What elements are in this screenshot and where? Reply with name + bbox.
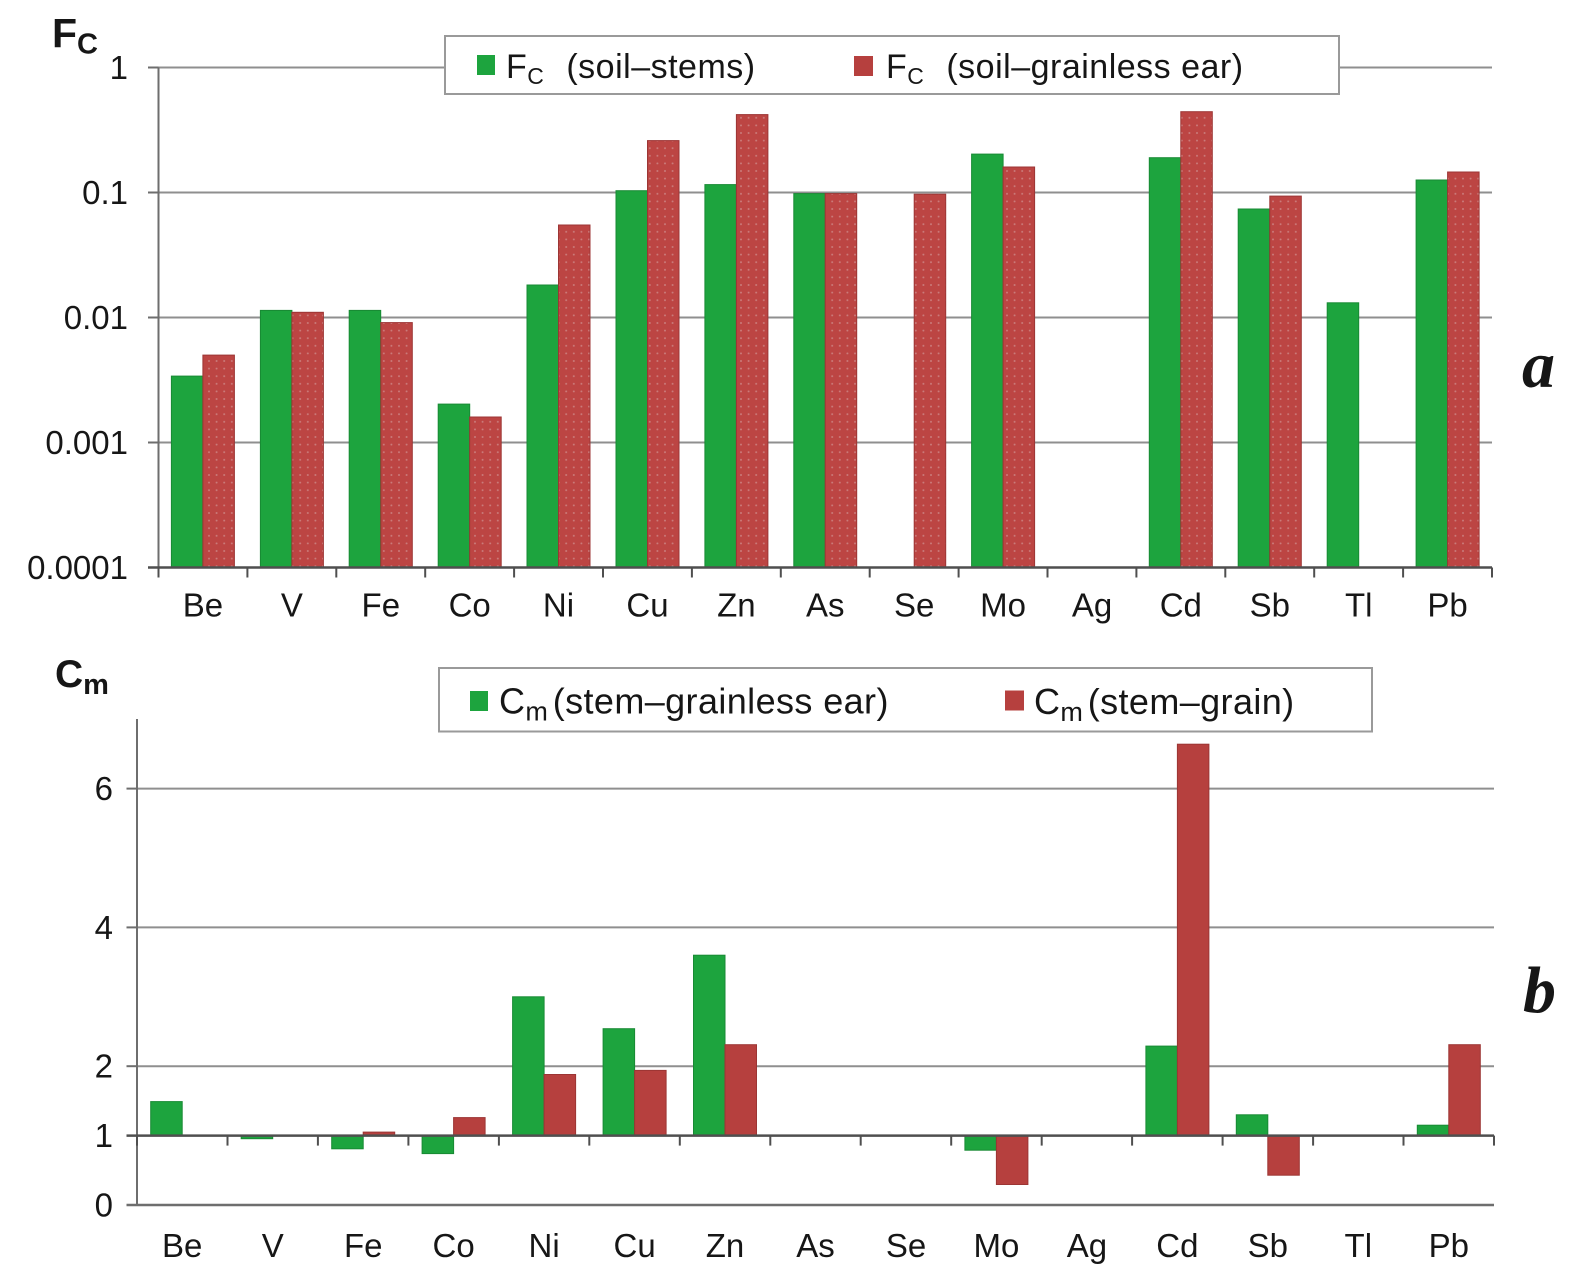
svg-text:6: 6 — [95, 770, 113, 807]
svg-text:Ag: Ag — [1067, 1227, 1107, 1264]
svg-text:Cu: Cu — [626, 587, 668, 624]
svg-text:Co: Co — [449, 587, 491, 624]
svg-text:Se: Se — [886, 1227, 926, 1264]
svg-text:Ag: Ag — [1072, 587, 1112, 624]
svg-text:Fe: Fe — [362, 587, 401, 624]
svg-text:Cd: Cd — [1156, 1227, 1198, 1264]
svg-text:As: As — [806, 587, 845, 624]
svg-text:V: V — [262, 1227, 284, 1264]
svg-text:Cm: Cm — [55, 653, 109, 701]
svg-text:Se: Se — [894, 587, 934, 624]
svg-text:Cu: Cu — [614, 1227, 656, 1264]
svg-text:Cm (stem–grain): Cm (stem–grain) — [1034, 681, 1295, 727]
svg-text:1: 1 — [95, 1117, 113, 1154]
svg-text:Pb: Pb — [1429, 1227, 1469, 1264]
svg-text:Co: Co — [433, 1227, 475, 1264]
svg-text:4: 4 — [95, 909, 113, 946]
svg-text:Sb: Sb — [1250, 587, 1290, 624]
svg-text:Be: Be — [183, 587, 223, 624]
svg-text:Cm (stem–grainless ear): Cm (stem–grainless ear) — [499, 681, 889, 727]
svg-text:0.1: 0.1 — [82, 174, 128, 211]
svg-text:0.001: 0.001 — [45, 424, 128, 461]
svg-text:1: 1 — [110, 49, 128, 86]
svg-text:Fe: Fe — [344, 1227, 383, 1264]
svg-text:Ni: Ni — [543, 587, 574, 624]
svg-text:As: As — [796, 1227, 835, 1264]
svg-text:Tl: Tl — [1345, 1227, 1373, 1264]
svg-text:2: 2 — [95, 1048, 113, 1085]
svg-text:Zn: Zn — [706, 1227, 745, 1264]
svg-text:Zn: Zn — [717, 587, 756, 624]
svg-text:Mo: Mo — [973, 1227, 1019, 1264]
svg-text:FC (soil–grainless ear): FC (soil–grainless ear) — [886, 48, 1244, 89]
svg-text:V: V — [281, 587, 303, 624]
svg-text:Cd: Cd — [1160, 587, 1202, 624]
svg-text:Tl: Tl — [1345, 587, 1373, 624]
svg-text:b: b — [1523, 954, 1556, 1027]
svg-text:Pb: Pb — [1427, 587, 1467, 624]
svg-text:a: a — [1522, 329, 1555, 402]
svg-text:Ni: Ni — [529, 1227, 560, 1264]
svg-text:Mo: Mo — [980, 587, 1026, 624]
svg-text:0: 0 — [95, 1187, 113, 1224]
svg-text:0.01: 0.01 — [64, 299, 128, 336]
svg-text:Sb: Sb — [1248, 1227, 1288, 1264]
svg-text:Be: Be — [162, 1227, 202, 1264]
svg-text:0.0001: 0.0001 — [27, 549, 128, 586]
